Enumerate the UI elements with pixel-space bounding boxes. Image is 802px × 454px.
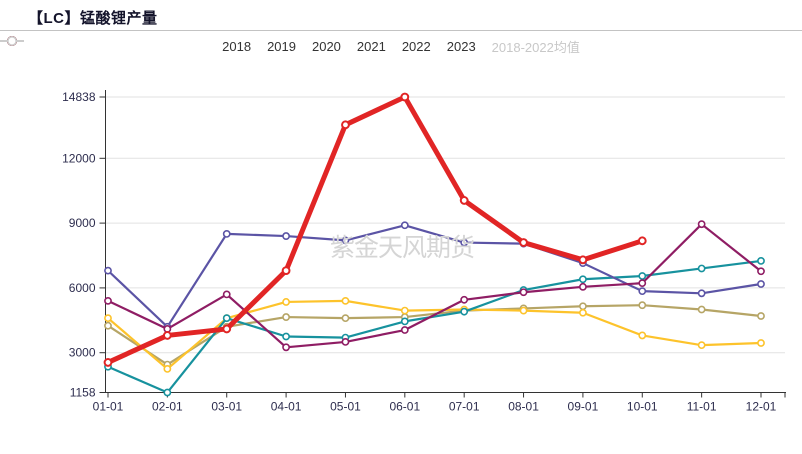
x-tick-label: 01-01: [93, 400, 124, 414]
y-tick-label: 14838: [62, 90, 96, 104]
series-2023-point-09-01: [578, 255, 588, 265]
series-2018-point-01-01: [104, 321, 112, 330]
series-2020-point-12-01: [757, 257, 765, 265]
series-2022-point-01-01: [104, 296, 112, 305]
series-2021-point-05-01: [341, 236, 350, 245]
series-2020-point-07-01: [460, 307, 469, 316]
legend-label: 2018-2022均值: [491, 39, 580, 55]
legend-item-2018-2022-[interactable]: 2018-2022均值: [0, 36, 580, 56]
series-2020-point-10-01: [638, 272, 647, 280]
series-2019-point-01-01: [104, 314, 112, 323]
series-2021-point-06-01: [400, 221, 409, 230]
series-2020-point-11-01: [697, 264, 706, 273]
series-2018-point-09-01: [579, 302, 587, 311]
series-2020-point-09-01: [579, 275, 587, 284]
series-2018-point-05-01: [341, 314, 350, 323]
series-2022-point-09-01: [579, 282, 587, 291]
series-2023-point-10-01: [637, 236, 647, 246]
series-2023-point-04-01: [281, 266, 291, 276]
series-2019-point-09-01: [579, 308, 587, 317]
series-2022-point-07-01: [460, 295, 469, 304]
legend-label: 2018: [222, 38, 252, 54]
x-tick-label: 12-01: [746, 400, 777, 414]
legend-label: 2021: [356, 38, 386, 54]
y-tick-label: 1158: [70, 386, 96, 400]
series-2021-point-07-01: [460, 238, 469, 247]
series-2023-point-02-01: [162, 331, 172, 340]
series-2020-point-03-01: [222, 314, 231, 323]
legend-label: 2019: [267, 38, 296, 54]
series-2023-point-06-01: [400, 92, 410, 102]
series-2022-point-11-01: [697, 220, 706, 229]
series-2020-point-02-01: [163, 388, 172, 397]
x-tick-label: 10-01: [627, 400, 658, 414]
series-2018-point-11-01: [697, 305, 706, 314]
series-2019-point-06-01: [400, 306, 409, 315]
series-2019-point-05-01: [341, 296, 350, 305]
series-2019-point-04-01: [282, 298, 290, 306]
legend-label: 2022: [401, 38, 431, 54]
series-2022-point-10-01: [638, 279, 647, 288]
x-tick-label: 09-01: [568, 400, 599, 414]
y-tick-label: 9000: [69, 216, 96, 230]
series-2023-line: [105, 94, 645, 365]
series-2021-point-11-01: [697, 289, 706, 298]
chart-title: 【LC】锰酸锂产量: [28, 10, 158, 27]
header-divider: [0, 30, 802, 31]
x-tick-label: 02-01: [152, 400, 183, 414]
y-tick-label: 12000: [62, 151, 96, 165]
series-2019-point-10-01: [638, 331, 647, 340]
series-2020-point-04-01: [282, 332, 290, 341]
x-tick-label: 06-01: [389, 400, 420, 414]
series-2020-point-06-01: [400, 317, 409, 326]
series-2021-point-01-01: [104, 266, 112, 275]
legend-label: 2020: [311, 38, 341, 54]
series-2019-point-02-01: [163, 365, 172, 373]
series-2022-point-06-01: [400, 326, 409, 334]
x-tick-label: 11-01: [687, 400, 717, 414]
series-2022-point-03-01: [222, 290, 231, 299]
x-tick-label: 05-01: [330, 400, 361, 414]
series-2022-point-04-01: [282, 343, 290, 352]
series-2018-point-10-01: [638, 301, 647, 310]
series-2023-point-03-01: [222, 324, 232, 334]
series-2021-point-04-01: [282, 232, 290, 240]
series-2022-line: [106, 223, 763, 349]
series-2019-point-12-01: [757, 339, 765, 347]
series-2018-point-04-01: [282, 313, 290, 321]
series-2021-point-10-01: [638, 287, 647, 296]
y-tick-label: 3000: [69, 346, 96, 360]
y-tick-label: 6000: [69, 281, 96, 295]
x-tick-label: 07-01: [449, 400, 480, 414]
legend-label: 2023: [446, 38, 476, 54]
series-2019-point-11-01: [697, 341, 706, 350]
x-tick-label: 08-01: [508, 400, 539, 414]
x-tick-label: 03-01: [211, 400, 242, 414]
series-2022-point-12-01: [757, 267, 765, 276]
series-2021-point-03-01: [222, 230, 231, 238]
series-2020-line: [106, 259, 763, 394]
series-2023-point-08-01: [519, 238, 528, 247]
series-2022-point-08-01: [519, 288, 528, 297]
series-2022-point-05-01: [341, 338, 350, 346]
series-2023-point-07-01: [459, 196, 469, 205]
series-2019-line: [106, 299, 763, 371]
legend-marker-icon: [0, 36, 24, 46]
series-2021-line: [106, 224, 763, 328]
x-tick-label: 04-01: [271, 400, 302, 414]
series-2023-point-01-01: [103, 358, 113, 367]
legend: 2018 2019 2020 2021 2022 2023 2018-2022均值: [0, 36, 802, 56]
series-2023-point-05-01: [341, 120, 350, 130]
series-2019-point-08-01: [519, 306, 528, 315]
series-2021-point-12-01: [757, 280, 765, 288]
series-2018-point-12-01: [757, 312, 765, 320]
